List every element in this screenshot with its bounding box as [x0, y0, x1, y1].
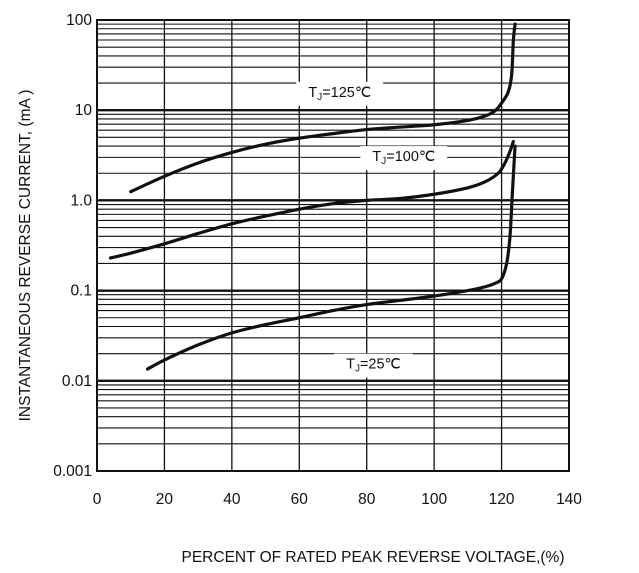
- series-label-background: [296, 81, 384, 106]
- series-label-0: TJ=125℃: [296, 81, 384, 106]
- y-tick-label: 1.0: [70, 192, 92, 209]
- x-tick-label: 60: [291, 491, 309, 508]
- y-axis-label: INSTANTANEOUS REVERSE CURRENT, (mA ): [17, 90, 34, 422]
- x-tick-label: 0: [93, 491, 102, 508]
- series-lines: [108, 22, 517, 371]
- series-label-background: [334, 353, 413, 378]
- series-label-1: TJ=100℃: [360, 146, 448, 171]
- y-tick-label: 0.01: [62, 373, 92, 390]
- x-tick-label: 140: [556, 491, 582, 508]
- y-tick-label: 0.001: [53, 463, 92, 480]
- x-tick-label: 100: [421, 491, 447, 508]
- series-line-1: [108, 139, 515, 260]
- y-tick-label: 10: [75, 102, 93, 119]
- x-tick-label: 120: [489, 491, 515, 508]
- series-label-text: TJ=100℃: [372, 149, 435, 167]
- x-tick-label: 40: [223, 491, 241, 508]
- y-tick-label: 0.1: [70, 283, 92, 300]
- x-axis-label: PERCENT OF RATED PEAK REVERSE VOLTAGE,(%…: [182, 549, 565, 566]
- x-tick-labels: 0 20 40 60 80 100 120 140: [93, 491, 583, 508]
- x-tick-label: 20: [156, 491, 174, 508]
- x-tick-label: 80: [358, 491, 376, 508]
- y-tick-labels: 0.001 0.01 0.1 1.0 10 100: [53, 12, 92, 480]
- grid: [97, 20, 569, 471]
- y-tick-label: 100: [66, 12, 92, 29]
- series-label-text: TJ=125℃: [308, 85, 371, 103]
- series-labels: TJ=125℃ TJ=100℃ TJ=25℃: [296, 81, 448, 378]
- series-label-background: [360, 146, 448, 171]
- plot-frame: [96, 19, 570, 472]
- series-line-0: [129, 22, 517, 194]
- series-line-2: [145, 144, 517, 371]
- series-label-2: TJ=25℃: [334, 353, 413, 378]
- series-label-text: TJ=25℃: [346, 357, 401, 375]
